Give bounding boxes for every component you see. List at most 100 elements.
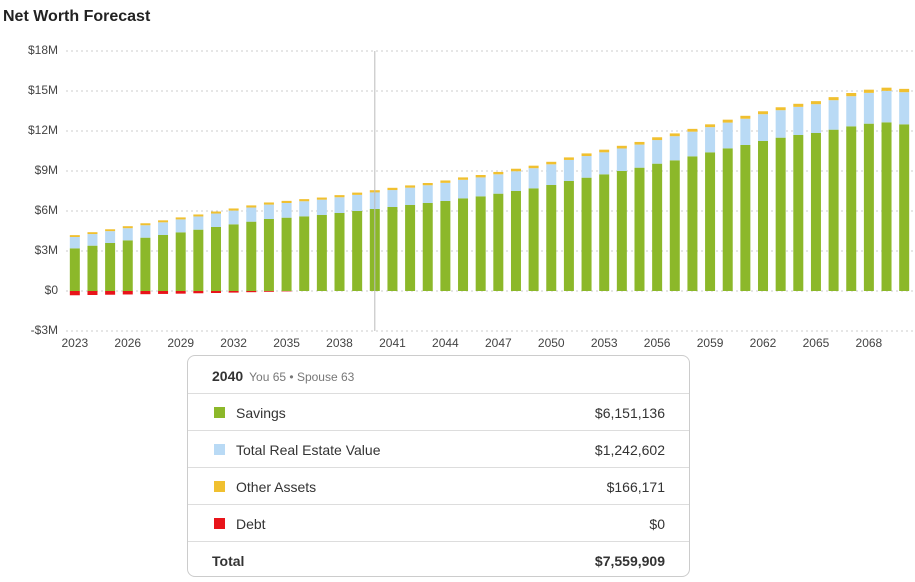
y-tick-label: $15M xyxy=(28,83,58,97)
bar-segment xyxy=(316,199,327,215)
bar-segment xyxy=(563,181,574,291)
y-tick-label: -$3M xyxy=(31,323,58,337)
bar-segment xyxy=(546,161,557,165)
bar-segment xyxy=(581,156,592,178)
bar-segment xyxy=(210,211,221,214)
tooltip-label: Savings xyxy=(236,404,286,421)
bar-segment xyxy=(440,182,451,201)
bar-segment xyxy=(740,118,751,145)
tooltip-row: Debt $0 xyxy=(188,504,689,542)
bar-segment xyxy=(669,160,680,291)
bar-segment xyxy=(140,237,151,291)
bar-segment xyxy=(69,248,80,291)
bar-segment xyxy=(281,203,292,218)
bar-segment xyxy=(528,165,539,169)
bar-segment xyxy=(669,136,680,161)
x-tick-label: 2026 xyxy=(114,336,141,350)
bar-segment xyxy=(228,291,239,293)
bar-segment xyxy=(599,149,610,153)
bar-segment xyxy=(158,222,169,235)
bar-segment xyxy=(210,227,221,291)
tooltip-value: $6,151,136 xyxy=(594,404,665,421)
bar-segment xyxy=(705,127,716,153)
bar-segment xyxy=(105,231,116,243)
bar-segment xyxy=(105,291,116,295)
bar-segment xyxy=(263,204,274,219)
bar-segment xyxy=(193,216,204,230)
bar-segment xyxy=(669,133,680,137)
bar-segment xyxy=(334,195,345,198)
x-tick-label: 2044 xyxy=(432,336,459,350)
tooltip-value: $166,171 xyxy=(606,478,665,495)
bar-segment xyxy=(740,145,751,291)
x-tick-label: 2038 xyxy=(326,336,353,350)
tooltip-row: Total Real Estate Value $1,242,602 xyxy=(188,430,689,468)
bar-segment xyxy=(334,197,345,213)
bar-segment xyxy=(246,291,257,293)
chart: Net Worth Forecast -$3M $0 $3M $6M $9M $12M $1… xyxy=(3,8,913,350)
bar-segment xyxy=(316,197,327,200)
bar-segment xyxy=(193,291,204,294)
tooltip-total-row: Total $7,559,909 xyxy=(188,541,689,579)
bar-segment xyxy=(158,291,169,294)
bar-segment xyxy=(387,190,398,207)
bar-segment xyxy=(281,217,292,291)
bar-segment xyxy=(299,201,310,217)
bar-segment xyxy=(246,205,257,208)
bar-segment xyxy=(705,124,716,128)
x-tick-label: 2032 xyxy=(220,336,247,350)
bar-segment xyxy=(775,110,786,138)
bar-segment xyxy=(775,137,786,291)
bar-segment xyxy=(246,207,257,222)
bar-segment xyxy=(263,219,274,291)
bar-segment xyxy=(899,92,910,125)
bar-segment xyxy=(422,203,433,291)
x-tick-label: 2056 xyxy=(644,336,671,350)
bar-segment xyxy=(881,87,892,91)
bar-segment xyxy=(634,141,645,145)
bar-segment xyxy=(599,152,610,175)
bar-segment xyxy=(299,216,310,291)
bar-segment xyxy=(263,291,274,292)
bar-segment xyxy=(899,88,910,93)
chart-title: Net Worth Forecast xyxy=(3,8,151,25)
bar-segment xyxy=(175,232,186,291)
bar-segment xyxy=(87,232,98,235)
bar-segment xyxy=(810,133,821,291)
bar-segment xyxy=(722,119,733,123)
bar-segment xyxy=(422,183,433,186)
legend-swatch xyxy=(214,481,225,492)
bar-segment xyxy=(687,131,698,157)
bar-segment xyxy=(69,235,80,237)
tooltip-total-value: $7,559,909 xyxy=(594,552,665,569)
bar-segment xyxy=(87,291,98,295)
tooltip-value: $1,242,602 xyxy=(594,441,665,458)
bar-segment xyxy=(652,163,663,291)
bar-segment xyxy=(793,135,804,291)
bar-segment xyxy=(69,291,80,296)
bar-segment xyxy=(69,237,80,249)
tooltip-row: Other Assets $166,171 xyxy=(188,467,689,505)
bar-segment xyxy=(405,187,416,205)
bar-segment xyxy=(493,193,504,291)
tooltip-total-label: Total xyxy=(212,552,245,569)
bar-segment xyxy=(175,219,186,233)
bar-segment xyxy=(722,122,733,149)
bar-segment xyxy=(546,185,557,291)
bar-segment xyxy=(334,213,345,291)
bar-segment xyxy=(105,229,116,232)
bar-segment xyxy=(422,185,433,203)
bar-segment xyxy=(158,220,169,223)
bar-segment xyxy=(581,177,592,291)
bar-segment xyxy=(140,291,151,295)
bar-segment xyxy=(140,225,151,238)
tooltip-value: $0 xyxy=(649,515,665,532)
bar-segment xyxy=(493,171,504,175)
bar-segment xyxy=(475,175,486,178)
bar-segment xyxy=(175,291,186,294)
bar-segment xyxy=(510,191,521,291)
bar-segment xyxy=(352,192,363,195)
bar-segment xyxy=(616,148,627,171)
bar-segment xyxy=(828,129,839,291)
y-tick-label: $6M xyxy=(35,203,58,217)
